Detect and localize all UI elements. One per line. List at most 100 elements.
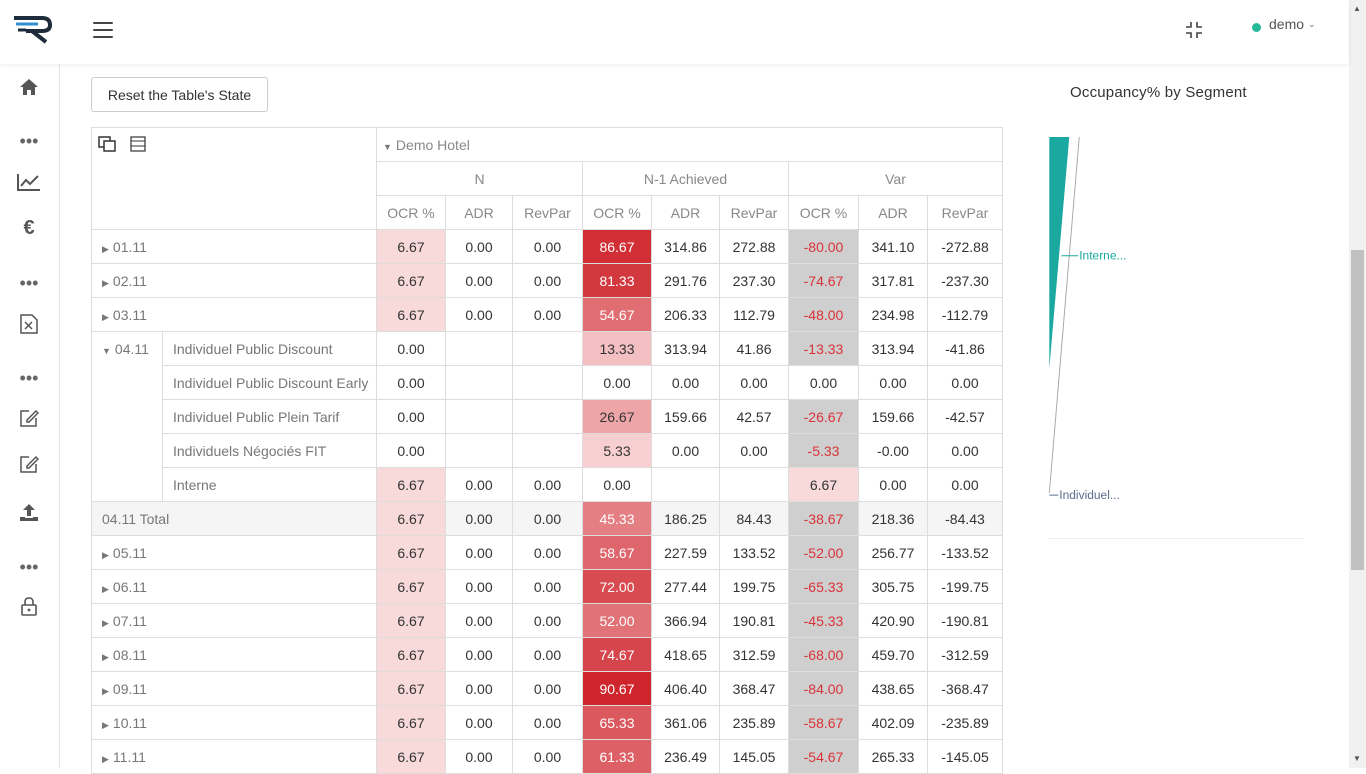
more-icon[interactable]: ••• xyxy=(19,131,39,151)
table-cell: -41.86 xyxy=(927,331,1003,366)
caret-right-icon[interactable]: ▶ xyxy=(102,549,109,560)
table-cell: 26.67 xyxy=(582,399,652,434)
measure-header[interactable]: OCR % xyxy=(582,195,652,230)
more-icon[interactable]: ••• xyxy=(19,368,39,388)
row-header-date[interactable]: ▶ 03.11 xyxy=(91,297,377,332)
table-cell: 0.00 xyxy=(512,263,583,298)
table-cell: -199.75 xyxy=(927,569,1003,604)
table-cell: 368.47 xyxy=(719,671,789,706)
row-header-segment[interactable]: Individuel Public Plein Tarif xyxy=(162,399,377,434)
scrollbar-thumb[interactable] xyxy=(1351,250,1364,570)
row-header-date-expanded[interactable]: ▼ 04.11 xyxy=(91,331,163,502)
user-menu[interactable]: demo ⌄ xyxy=(1252,16,1316,32)
table-cell: 199.75 xyxy=(719,569,789,604)
measure-header[interactable]: ADR xyxy=(445,195,513,230)
row-header-date[interactable]: ▶ 09.11 xyxy=(91,671,377,706)
row-header-date[interactable]: ▶ 07.11 xyxy=(91,603,377,638)
lock-icon[interactable] xyxy=(0,591,58,621)
table-row: ▶ 06.11 6.67 0.00 0.00 72.00 277.44 199.75 -65.3… xyxy=(91,569,1003,604)
hotel-header[interactable]: ▼ Demo Hotel xyxy=(376,127,1003,162)
export-xlsx-icon[interactable] xyxy=(130,136,146,155)
group-header[interactable]: Var xyxy=(788,161,1003,196)
table-cell: 84.43 xyxy=(719,501,789,536)
upload-icon[interactable] xyxy=(0,497,58,527)
top-bar: demo ⌄ xyxy=(0,0,1349,64)
chart-segment-interne[interactable] xyxy=(1049,136,1070,369)
chart-line-icon[interactable] xyxy=(0,167,58,197)
row-header-date[interactable]: ▶ 11.11 xyxy=(91,739,377,774)
table-cell: -237.30 xyxy=(927,263,1003,298)
table-cell: 133.52 xyxy=(719,535,789,570)
euro-icon[interactable]: € xyxy=(23,216,35,239)
menu-toggle-button[interactable] xyxy=(93,22,113,40)
table-row: ▶ 05.11 6.67 0.00 0.00 58.67 227.59 133.52 -52.0… xyxy=(91,535,1003,570)
table-cell: 341.10 xyxy=(858,229,928,264)
measure-header[interactable]: RevPar xyxy=(719,195,789,230)
row-header-segment[interactable]: Individuel Public Discount xyxy=(162,331,377,366)
caret-right-icon[interactable]: ▶ xyxy=(102,583,109,594)
table-cell: -52.00 xyxy=(788,535,859,570)
row-header-date[interactable]: ▶ 08.11 xyxy=(91,637,377,672)
table-cell: 159.66 xyxy=(651,399,720,434)
home-icon[interactable] xyxy=(0,72,58,102)
scroll-down-icon[interactable]: ▼ xyxy=(1353,754,1361,763)
table-cell: 0.00 xyxy=(927,467,1003,502)
measure-header[interactable]: OCR % xyxy=(376,195,446,230)
group-header[interactable]: N-1 Achieved xyxy=(582,161,789,196)
more-icon[interactable]: ••• xyxy=(19,557,39,577)
table-cell: -84.00 xyxy=(788,671,859,706)
table-cell: -133.52 xyxy=(927,535,1003,570)
row-header-date[interactable]: ▶ 05.11 xyxy=(91,535,377,570)
caret-right-icon[interactable]: ▶ xyxy=(102,311,109,322)
table-cell: 366.94 xyxy=(651,603,720,638)
measure-header[interactable]: ADR xyxy=(651,195,720,230)
caret-right-icon[interactable]: ▶ xyxy=(102,685,109,696)
vertical-scrollbar[interactable]: ▲ ▼ xyxy=(1349,0,1366,768)
table-cell: 86.67 xyxy=(582,229,652,264)
table-cell: 0.00 xyxy=(445,263,513,298)
caret-right-icon[interactable]: ▶ xyxy=(102,243,109,254)
scroll-up-icon[interactable]: ▲ xyxy=(1353,4,1361,13)
measure-header[interactable]: RevPar xyxy=(512,195,583,230)
occupancy-segment-chart: Interne... Individuel... xyxy=(1048,136,1303,539)
table-cell: 0.00 xyxy=(376,365,446,400)
measure-header[interactable]: ADR xyxy=(858,195,928,230)
table-cell: 0.00 xyxy=(445,535,513,570)
copy-table-icon[interactable] xyxy=(98,136,116,155)
table-cell: -272.88 xyxy=(927,229,1003,264)
group-header[interactable]: N xyxy=(376,161,583,196)
app-logo[interactable] xyxy=(12,14,52,44)
table-cell: 291.76 xyxy=(651,263,720,298)
caret-right-icon[interactable]: ▶ xyxy=(102,277,109,288)
table-cell: 6.67 xyxy=(788,467,859,502)
table-cell: 234.98 xyxy=(858,297,928,332)
excel-file-icon[interactable] xyxy=(0,309,58,339)
edit-alt-icon[interactable] xyxy=(0,449,58,479)
row-header-date[interactable]: ▶ 02.11 xyxy=(91,263,377,298)
caret-right-icon[interactable]: ▶ xyxy=(102,719,109,730)
more-icon[interactable]: ••• xyxy=(19,273,39,293)
measure-header[interactable]: OCR % xyxy=(788,195,859,230)
table-cell: -145.05 xyxy=(927,739,1003,774)
measure-header[interactable]: RevPar xyxy=(927,195,1003,230)
caret-down-icon[interactable]: ▼ xyxy=(102,346,111,356)
caret-right-icon[interactable]: ▶ xyxy=(102,617,109,628)
caret-right-icon[interactable]: ▶ xyxy=(102,651,109,662)
edit-icon[interactable] xyxy=(0,403,58,433)
row-header-date[interactable]: ▶ 10.11 xyxy=(91,705,377,740)
table-cell: 159.66 xyxy=(858,399,928,434)
row-header-segment[interactable]: Interne xyxy=(162,467,377,502)
caret-right-icon[interactable]: ▶ xyxy=(102,753,109,764)
table-cell: 0.00 xyxy=(927,433,1003,468)
row-header-date[interactable]: ▶ 01.11 xyxy=(91,229,377,264)
row-header-segment[interactable]: Individuels Négociés FIT xyxy=(162,433,377,468)
fullscreen-exit-icon[interactable] xyxy=(1184,20,1204,40)
pivot-table: ▼ Demo Hotel N N-1 Achieved Var OCR % ADR Rev… xyxy=(91,127,1003,774)
row-header-date[interactable]: ▶ 06.11 xyxy=(91,569,377,604)
table-cell xyxy=(512,331,583,366)
reset-table-state-button[interactable]: Reset the Table's State xyxy=(91,77,268,112)
table-cell: 0.00 xyxy=(376,433,446,468)
table-cell xyxy=(512,433,583,468)
row-header-segment[interactable]: Individuel Public Discount Early xyxy=(162,365,377,400)
table-row: ▶ 07.11 6.67 0.00 0.00 52.00 366.94 190.81 -45.3… xyxy=(91,603,1003,638)
